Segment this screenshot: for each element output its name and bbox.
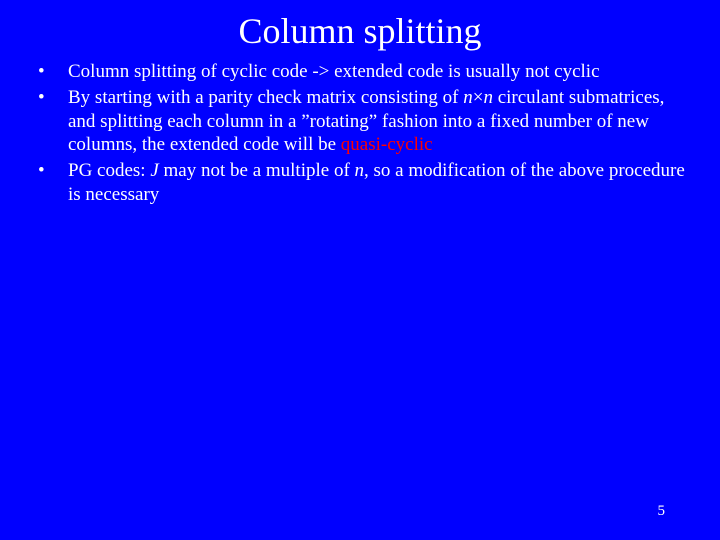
bullet-item: PG codes: J may not be a multiple of n, … bbox=[30, 159, 690, 207]
bullet-text: Column splitting of cyclic code -> exten… bbox=[68, 61, 600, 82]
bullet-text: may not be a multiple of bbox=[159, 160, 355, 181]
bullet-italic: n bbox=[355, 160, 365, 181]
slide: Column splitting Column splitting of cyc… bbox=[0, 0, 720, 540]
bullet-italic: J bbox=[150, 160, 158, 181]
bullet-italic: n bbox=[463, 87, 473, 108]
bullet-italic: n bbox=[483, 87, 493, 108]
bullet-text: × bbox=[473, 87, 484, 108]
bullet-highlight: quasi-cyclic bbox=[341, 134, 433, 155]
bullet-list: Column splitting of cyclic code -> exten… bbox=[30, 60, 690, 207]
bullet-item: By starting with a parity check matrix c… bbox=[30, 86, 690, 157]
bullet-text: PG codes: bbox=[68, 160, 150, 181]
slide-title: Column splitting bbox=[30, 10, 690, 52]
bullet-item: Column splitting of cyclic code -> exten… bbox=[30, 60, 690, 84]
bullet-text: By starting with a parity check matrix c… bbox=[68, 87, 463, 108]
page-number: 5 bbox=[658, 503, 666, 520]
